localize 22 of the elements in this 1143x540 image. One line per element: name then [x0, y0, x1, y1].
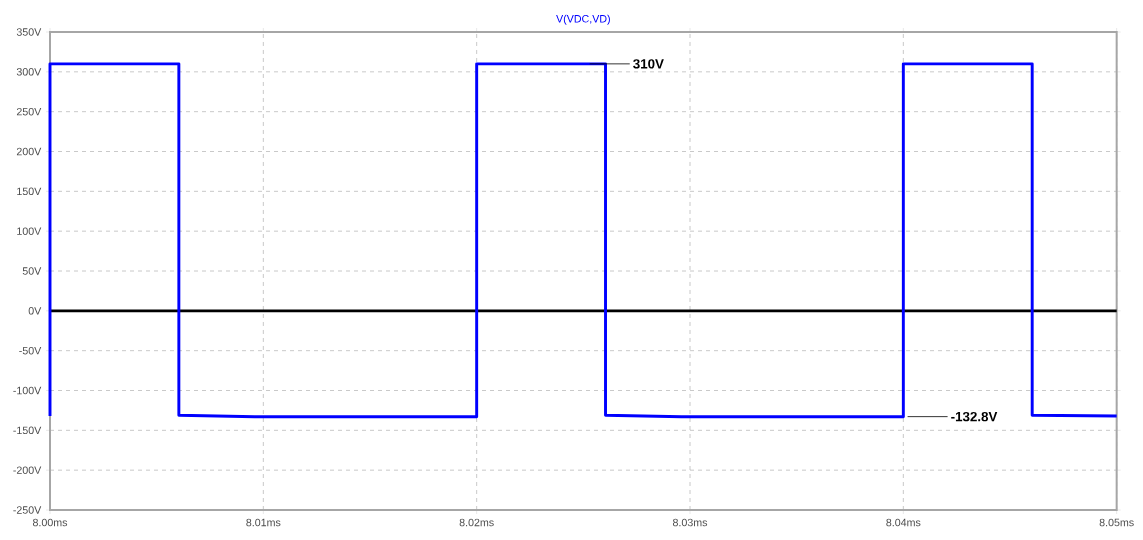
- x-tick-label: 8.01ms: [246, 518, 281, 527]
- y-tick-label: 350V: [16, 28, 42, 36]
- y-tick-label: -50V: [19, 346, 42, 355]
- x-tick-label: 8.02ms: [459, 518, 494, 527]
- x-tick-label: 8.03ms: [672, 518, 708, 527]
- y-tick-label: 300V: [16, 68, 42, 76]
- y-tick-label: 50V: [22, 267, 42, 275]
- annotation: 310V: [633, 59, 664, 69]
- y-tick-label: 100V: [17, 227, 42, 235]
- x-tick-label: 8.05ms: [1099, 518, 1134, 527]
- y-tick-label: 250V: [16, 107, 42, 116]
- y-tick-label: 0V: [28, 307, 42, 315]
- x-tick-label: 8.04ms: [886, 518, 921, 527]
- y-tick-label: -250V: [13, 506, 42, 514]
- y-tick-label: -150V: [13, 426, 42, 435]
- y-tick-label: -200V: [13, 466, 42, 474]
- y-tick-label: 200V: [16, 147, 42, 156]
- y-tick-label: -100V: [13, 386, 42, 395]
- x-tick-label: 8.00ms: [32, 518, 68, 527]
- annotation: -132.8V: [951, 411, 998, 422]
- y-tick-label: 150V: [17, 187, 42, 196]
- chart-title: V(VDC,VD): [556, 14, 610, 25]
